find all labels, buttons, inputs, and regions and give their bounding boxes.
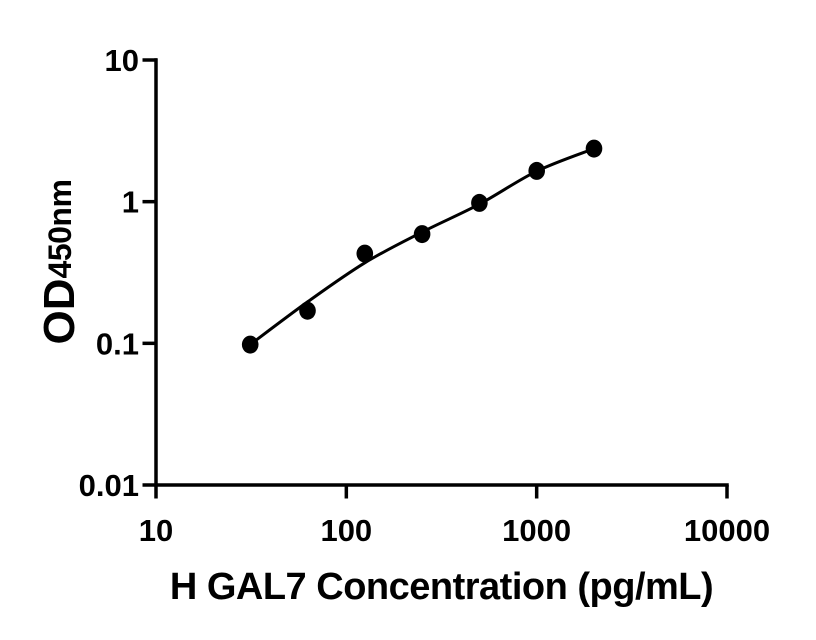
y-tick-label: 0.1 [96, 326, 139, 361]
y-tick-label: 0.01 [79, 468, 139, 503]
axis-spines [154, 58, 729, 487]
x-axis-title: H GAL7 Concentration (pg/mL) [169, 566, 714, 608]
y-axis-title: OD 450nm [28, 112, 92, 412]
x-tick-label: 1000 [502, 513, 571, 548]
data-point [471, 193, 488, 212]
data-point [241, 335, 259, 354]
data-point [299, 301, 316, 320]
data-point [356, 244, 374, 263]
data-point [585, 139, 603, 158]
data-point [528, 161, 545, 180]
y-tick-label: 10 [105, 43, 139, 78]
y-axis-title-subscript: 450nm [41, 179, 78, 279]
x-tick-label: 10 [139, 513, 173, 548]
x-tick-label: 100 [320, 513, 372, 548]
y-tick-label: 1 [122, 185, 139, 220]
x-tick-label: 10000 [684, 513, 770, 548]
y-axis-title-main: OD [35, 278, 84, 345]
data-point [413, 225, 431, 244]
